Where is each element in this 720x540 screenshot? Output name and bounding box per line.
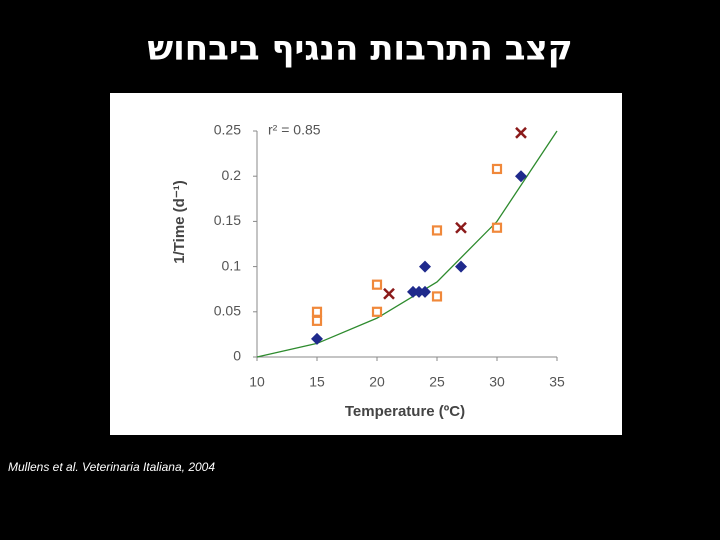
cross-point	[455, 221, 467, 234]
x-tick-label: 20	[369, 374, 385, 390]
slide-title: קצב התרבות הנגיף ביבחוש	[147, 29, 572, 69]
square-point	[311, 315, 323, 326]
y-axis-title: 1/Time (d⁻¹)	[171, 180, 188, 263]
diamond-point	[419, 285, 431, 298]
square-point	[371, 279, 383, 290]
y-tick-label: 0.15	[214, 212, 241, 228]
y-tick-label: 0.05	[214, 303, 241, 319]
y-tick-label: 0.25	[214, 122, 241, 138]
x-tick-label: 35	[549, 374, 565, 390]
x-tick-label: 25	[429, 374, 445, 390]
y-tick-label: 0.1	[222, 257, 242, 273]
cross-point	[515, 126, 527, 139]
square-point	[431, 225, 443, 236]
chart-panel	[110, 93, 622, 435]
diamond-point	[455, 260, 467, 273]
x-tick-label: 15	[309, 374, 325, 390]
x-axis-title: Temperature (ºC)	[345, 403, 465, 420]
square-point	[491, 163, 503, 175]
source-caption: Mullens et al. Veterinaria Italiana, 200…	[8, 460, 215, 474]
square-point	[431, 291, 443, 302]
diamond-point	[311, 332, 323, 345]
cross-point	[383, 287, 395, 300]
diamond-point	[419, 260, 431, 273]
y-tick-label: 0.2	[222, 167, 242, 183]
trend-line	[256, 130, 558, 358]
square-point	[491, 222, 503, 233]
annotation: r² = 0.85	[268, 122, 321, 138]
y-tick-label: 0	[233, 348, 241, 364]
square-point	[371, 306, 383, 317]
x-tick-label: 10	[249, 374, 265, 390]
diamond-point	[515, 170, 527, 183]
x-tick-label: 30	[489, 374, 505, 390]
